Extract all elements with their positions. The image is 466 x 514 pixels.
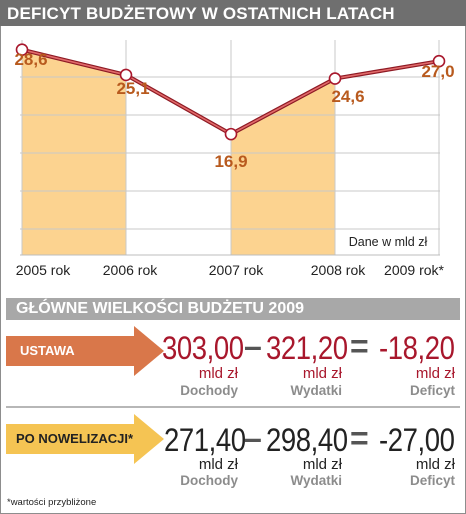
units-note: Dane w mld zł: [349, 235, 428, 249]
x-tick-label: 2006 rok: [103, 262, 158, 278]
value-dochody: 303,00: [162, 330, 244, 366]
caption-dochody: Dochody: [180, 383, 238, 398]
data-label: 24,6: [331, 87, 364, 106]
x-tick-label: 2008 rok: [311, 262, 366, 278]
x-tick-label: 2007 rok: [209, 262, 264, 278]
unit-deficyt: mld zł: [415, 456, 455, 473]
budget-row-nowelizacja: PO NOWELIZACJI* 271,40 – 298,40 = -27,00…: [0, 414, 466, 492]
unit-dochody: mld zł: [198, 456, 238, 473]
row-divider: [6, 406, 460, 408]
data-point: [224, 127, 238, 141]
data-point: [328, 72, 342, 85]
value-deficyt: -27,00: [379, 422, 455, 458]
chart-title: DEFICYT BUDŻETOWY W OSTATNICH LATACH: [7, 4, 395, 23]
data-label: 27,0: [421, 62, 454, 81]
unit-deficyt: mld zł: [415, 365, 455, 382]
arrow-nowelizacja: [6, 414, 164, 464]
arrow-ustawa: [6, 326, 164, 376]
data-label: 28,6: [14, 50, 47, 69]
row-label-nowelizacja: PO NOWELIZACJI*: [16, 431, 134, 446]
value-wydatki: 298,40: [266, 422, 348, 458]
section-bar: GŁÓWNE WIELKOŚCI BUDŻETU 2009: [6, 298, 460, 320]
caption-deficyt: Deficyt: [409, 473, 455, 488]
caption-deficyt: Deficyt: [409, 383, 455, 398]
equals-sign: =: [350, 328, 369, 364]
caption-wydatki: Wydatki: [290, 473, 342, 488]
highlight-area: [22, 49, 126, 256]
data-point: [15, 43, 29, 56]
unit-dochody: mld zł: [198, 365, 238, 382]
data-label: 16,9: [214, 152, 247, 171]
minus-sign: –: [244, 328, 262, 364]
data-point: [119, 68, 133, 82]
value-dochody: 271,40: [164, 422, 246, 458]
caption-wydatki: Wydatki: [290, 383, 342, 398]
row-label-ustawa: USTAWA: [20, 343, 75, 358]
unit-wydatki: mld zł: [302, 365, 342, 382]
equals-sign: =: [350, 420, 369, 456]
value-wydatki: 321,20: [266, 330, 348, 366]
highlight-area: [231, 78, 335, 255]
unit-wydatki: mld zł: [302, 456, 342, 473]
footnote: *wartości przybliżone: [7, 497, 97, 508]
deficit-line-chart: 28,6 25,1 16,9 24,6 27,0 2005 rok 2006 rok 2007…: [14, 40, 455, 278]
value-deficyt: -18,20: [379, 330, 455, 366]
section-title: GŁÓWNE WIELKOŚCI BUDŻETU 2009: [16, 300, 305, 317]
x-tick-label: 2009 rok*: [384, 262, 444, 278]
x-tick-label: 2005 rok: [16, 262, 71, 278]
minus-sign: –: [244, 420, 262, 456]
caption-dochody: Dochody: [180, 473, 238, 488]
data-point: [432, 54, 446, 68]
data-label: 25,1: [116, 79, 149, 98]
title-bar: DEFICYT BUDŻETOWY W OSTATNICH LATACH: [0, 0, 466, 26]
budget-row-ustawa: USTAWA 303,00 – 321,20 = -18,20 mld zł m…: [0, 326, 466, 402]
